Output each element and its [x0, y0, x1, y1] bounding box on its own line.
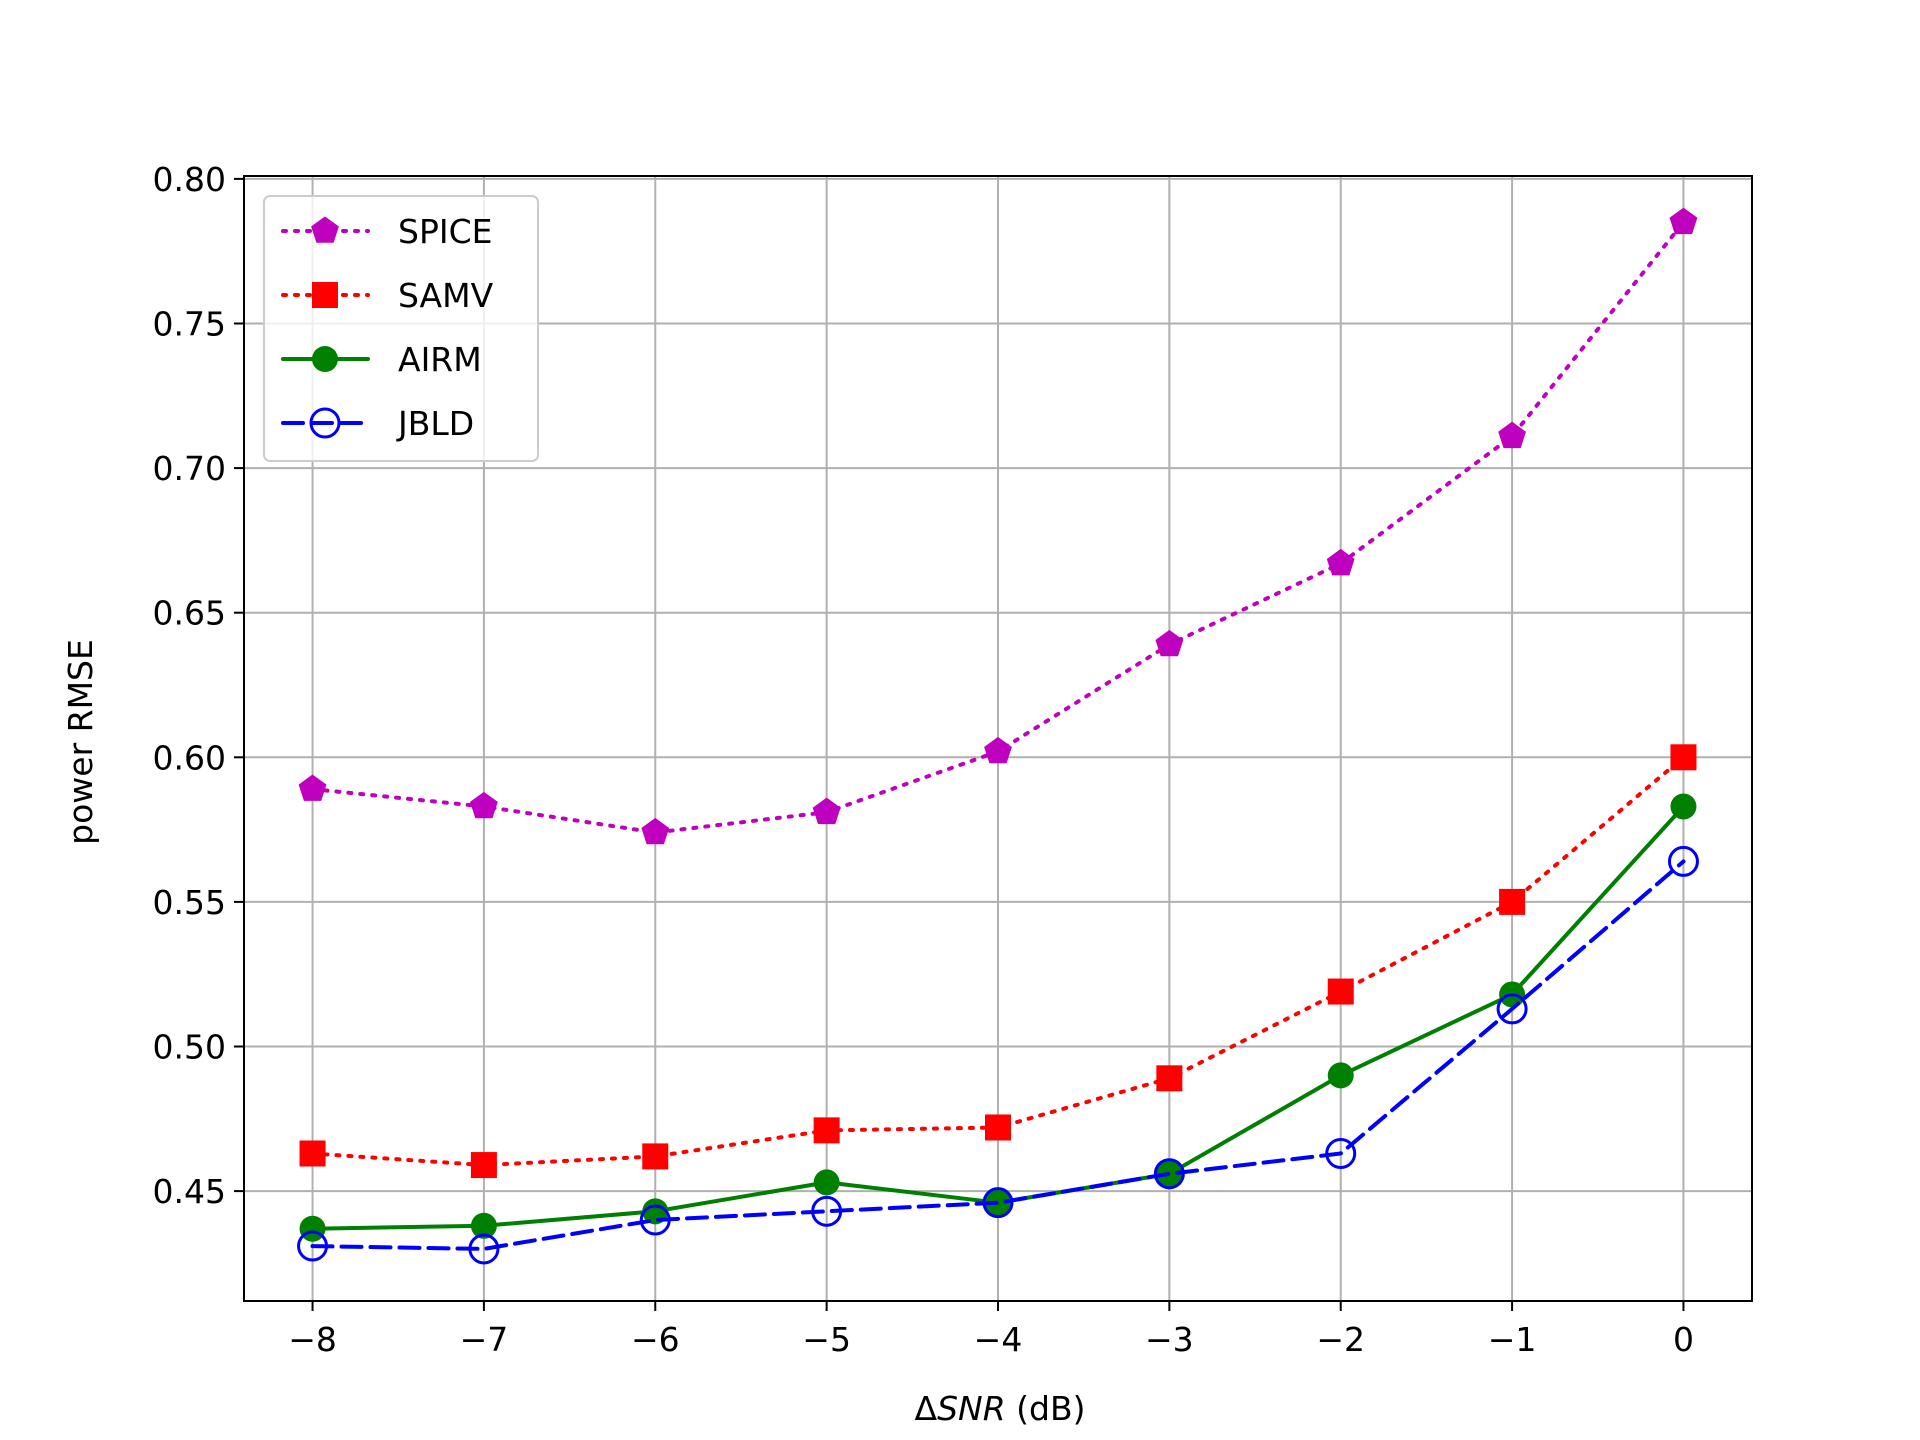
data-point	[1155, 629, 1184, 657]
data-point	[1153, 1158, 1185, 1190]
legend-label: SAMV	[398, 276, 494, 315]
data-point	[1156, 1065, 1183, 1092]
y-axis: 0.45 0.50 0.55 0.60 0.65 0.70 0.75 0.80	[153, 160, 244, 1211]
y-tick-label: 0.55	[153, 883, 226, 922]
x-tick-label: −5	[802, 1320, 851, 1359]
data-point	[813, 1117, 840, 1144]
y-tick-label: 0.50	[153, 1028, 226, 1067]
data-point	[1670, 744, 1697, 771]
data-point	[1496, 993, 1528, 1025]
data-point	[1325, 1138, 1357, 1170]
x-axis-label-unit: (dB)	[1006, 1389, 1086, 1428]
y-tick-label: 0.75	[153, 304, 226, 343]
data-point	[1326, 548, 1355, 576]
data-point	[297, 1230, 329, 1262]
y-tick-label: 0.65	[153, 594, 226, 633]
legend-marker	[312, 346, 338, 372]
data-point	[1498, 421, 1526, 449]
data-point	[299, 1140, 326, 1167]
data-point	[985, 1114, 1011, 1141]
data-point	[984, 736, 1012, 764]
data-point	[1667, 845, 1699, 877]
data-point	[982, 1187, 1014, 1219]
data-point	[812, 797, 841, 825]
series-jbld	[297, 845, 1699, 1265]
x-tick-label: −2	[1316, 1320, 1365, 1359]
data-point	[1327, 1062, 1354, 1089]
x-tick-label: 0	[1673, 1320, 1694, 1359]
data-point	[1669, 207, 1698, 235]
data-point	[299, 1215, 326, 1242]
legend-entry-spice: SPICE	[281, 212, 492, 251]
legend: SPICE SAMV AIRM JBLD	[263, 195, 539, 462]
y-tick-label: 0.45	[153, 1172, 226, 1211]
data-point	[298, 774, 327, 801]
x-axis-label-variable: SNR	[937, 1389, 1006, 1428]
data-point	[639, 1204, 671, 1236]
legend-entry-samv: SAMV	[281, 276, 494, 315]
data-point	[470, 791, 498, 819]
legend-label: SPICE	[398, 212, 492, 251]
data-point	[813, 1169, 840, 1196]
legend-frame	[263, 195, 539, 462]
data-point	[468, 1233, 500, 1265]
x-tick-label: −3	[1145, 1320, 1194, 1359]
series-samv	[299, 744, 1697, 1179]
y-axis-label: power RMSE	[61, 639, 100, 845]
series-layer	[297, 207, 1699, 1265]
data-point	[1670, 793, 1697, 820]
legend-label: JBLD	[396, 404, 474, 443]
data-point	[811, 1195, 843, 1227]
data-point	[470, 1152, 497, 1179]
x-axis-label-prefix: Δ	[915, 1389, 938, 1428]
y-tick-label: 0.80	[153, 160, 226, 199]
x-tick-label: −4	[974, 1320, 1023, 1359]
y-tick-label: 0.70	[153, 449, 226, 488]
x-tick-label: −6	[631, 1320, 680, 1359]
data-point	[1327, 978, 1354, 1005]
data-point	[1499, 888, 1526, 915]
legend-marker	[309, 407, 341, 439]
legend-marker	[311, 216, 339, 243]
x-tick-label: −1	[1488, 1320, 1537, 1359]
y-tick-label: 0.60	[153, 738, 226, 777]
series-line	[310, 859, 1686, 1251]
series-spice	[298, 207, 1698, 845]
legend-entry-airm: AIRM	[281, 340, 482, 379]
legend-marker	[312, 282, 338, 308]
x-axis-label: ΔSNR (dB)	[915, 1389, 1086, 1428]
data-point	[470, 1212, 497, 1239]
data-point	[642, 1143, 669, 1170]
data-point	[641, 817, 670, 845]
legend-label: AIRM	[398, 340, 482, 379]
x-axis: −8 −7 −6 −5 −4 −3 −2 −1 0	[288, 1301, 1694, 1359]
x-tick-label: −7	[460, 1320, 509, 1359]
x-tick-label: −8	[288, 1320, 337, 1359]
legend-entry-jbld: JBLD	[281, 404, 474, 443]
